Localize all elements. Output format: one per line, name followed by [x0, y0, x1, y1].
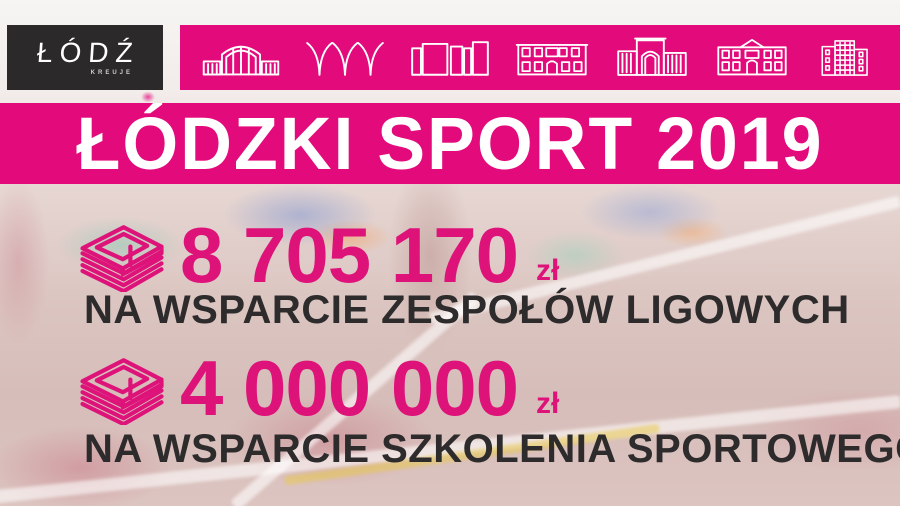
landmarks-bar	[180, 25, 900, 90]
station-canopy-icon	[305, 36, 385, 80]
stat-caption-text: NA WSPARCIE SZKOLENIA SPORTOWEGO	[84, 427, 900, 471]
stat-currency: zł	[536, 254, 560, 287]
stat-amount: 4 000 000	[180, 344, 519, 432]
office-tower-icon	[813, 35, 877, 81]
gate-arch-icon	[614, 36, 690, 80]
stat-caption-sport-training: NA WSPARCIE SZKOLENIA SPORTOWEGO	[84, 429, 900, 469]
stat-currency: zł	[536, 387, 560, 420]
lodz-logo-tagline: KREUJE	[90, 70, 133, 76]
gallery-blocks-icon	[410, 36, 490, 80]
stat-caption-text: NA WSPARCIE ZESPOŁÓW LIGOWYCH	[84, 288, 850, 332]
stat-row: 4 000 000 zł	[80, 344, 560, 432]
market-hall-icon	[202, 36, 280, 80]
money-stack-icon	[80, 218, 164, 292]
stat-block-sport-training: 4 000 000 zł	[80, 344, 560, 432]
lodz-logo-wordmark: ŁÓDŹ	[36, 37, 141, 68]
stat-amount: 8 705 170	[180, 211, 519, 299]
pediment-palace-icon	[715, 36, 789, 80]
lodz-logo: ŁÓDŹ KREUJE	[7, 25, 163, 90]
page-title-text: ŁÓDZKI SPORT 2019	[76, 101, 824, 185]
stat-caption-league-teams: NA WSPARCIE ZESPOŁÓW LIGOWYCH	[84, 290, 850, 330]
stat-row: 8 705 170 zł	[80, 211, 560, 299]
palace-facade-icon	[515, 36, 589, 80]
page-title: ŁÓDZKI SPORT 2019	[65, 101, 835, 185]
title-banner: ŁÓDZKI SPORT 2019	[0, 103, 900, 184]
stat-block-league-teams: 8 705 170 zł	[80, 211, 560, 299]
money-stack-icon	[80, 351, 164, 425]
